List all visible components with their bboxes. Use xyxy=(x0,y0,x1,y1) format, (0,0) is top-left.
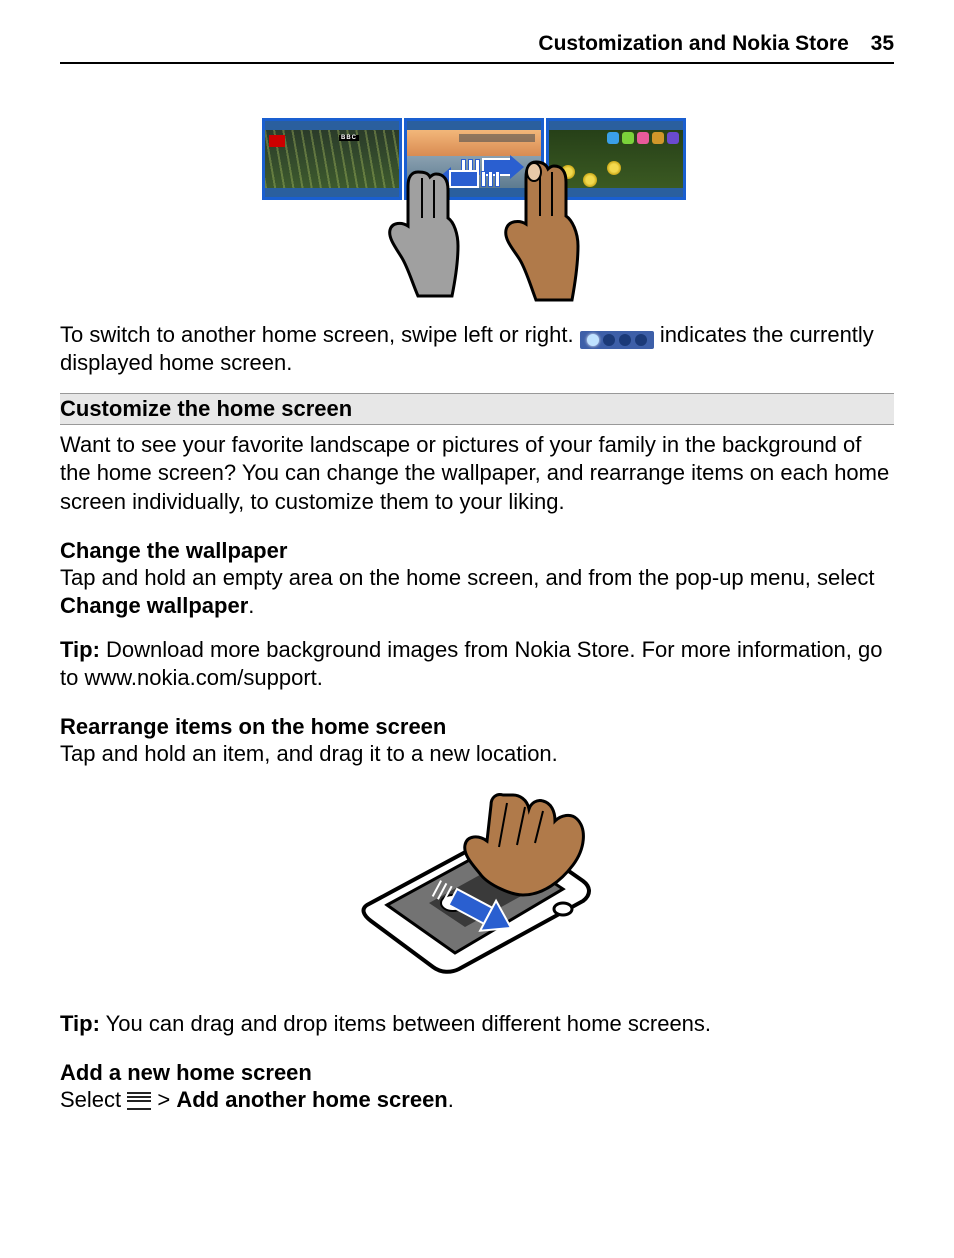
hand-right-icon xyxy=(494,158,584,308)
header-title: Customization and Nokia Store xyxy=(538,32,848,55)
customize-body: Want to see your favorite landscape or p… xyxy=(60,431,894,515)
hand-left-icon xyxy=(378,164,468,304)
add-homescreen-body: Select > Add another home screen. xyxy=(60,1086,894,1114)
subhead-add-homescreen: Add a new home screen xyxy=(60,1060,894,1086)
figure-drag-item xyxy=(60,785,894,980)
page-number: 35 xyxy=(871,32,894,55)
figure-swipe-homescreens: BBC xyxy=(60,112,894,297)
change-wallpaper-body: Tap and hold an empty area on the home s… xyxy=(60,564,894,620)
homescreen-indicator-icon xyxy=(580,331,654,349)
subhead-rearrange: Rearrange items on the home screen xyxy=(60,714,894,740)
tip-drag-between: Tip: You can drag and drop items between… xyxy=(60,1010,894,1038)
subhead-change-wallpaper: Change the wallpaper xyxy=(60,538,894,564)
rearrange-body: Tap and hold an item, and drag it to a n… xyxy=(60,740,894,768)
menu-icon xyxy=(127,1092,151,1110)
page-header: Customization and Nokia Store 35 xyxy=(60,32,894,64)
tip-wallpaper: Tip: Download more background images fro… xyxy=(60,636,894,692)
section-heading-customize: Customize the home screen xyxy=(60,393,894,425)
intro-paragraph: To switch to another home screen, swipe … xyxy=(60,321,894,377)
